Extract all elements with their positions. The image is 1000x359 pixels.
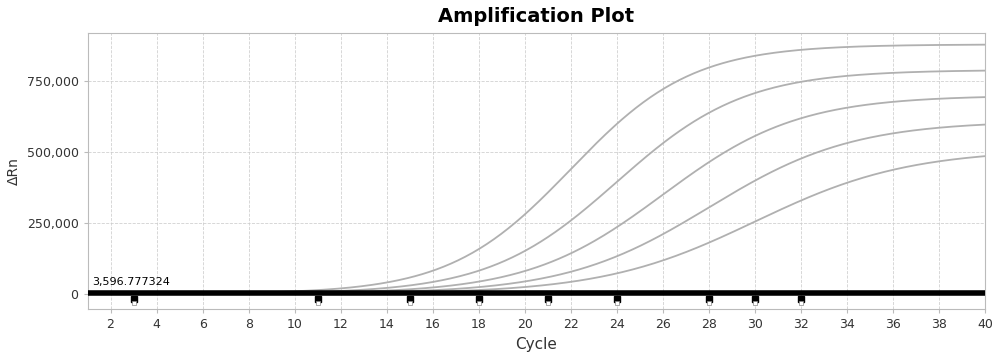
Text: 3,596.777324: 3,596.777324: [92, 277, 170, 286]
Title: Amplification Plot: Amplification Plot: [438, 7, 634, 26]
Y-axis label: ΔRn: ΔRn: [7, 157, 21, 185]
X-axis label: Cycle: Cycle: [515, 337, 557, 352]
